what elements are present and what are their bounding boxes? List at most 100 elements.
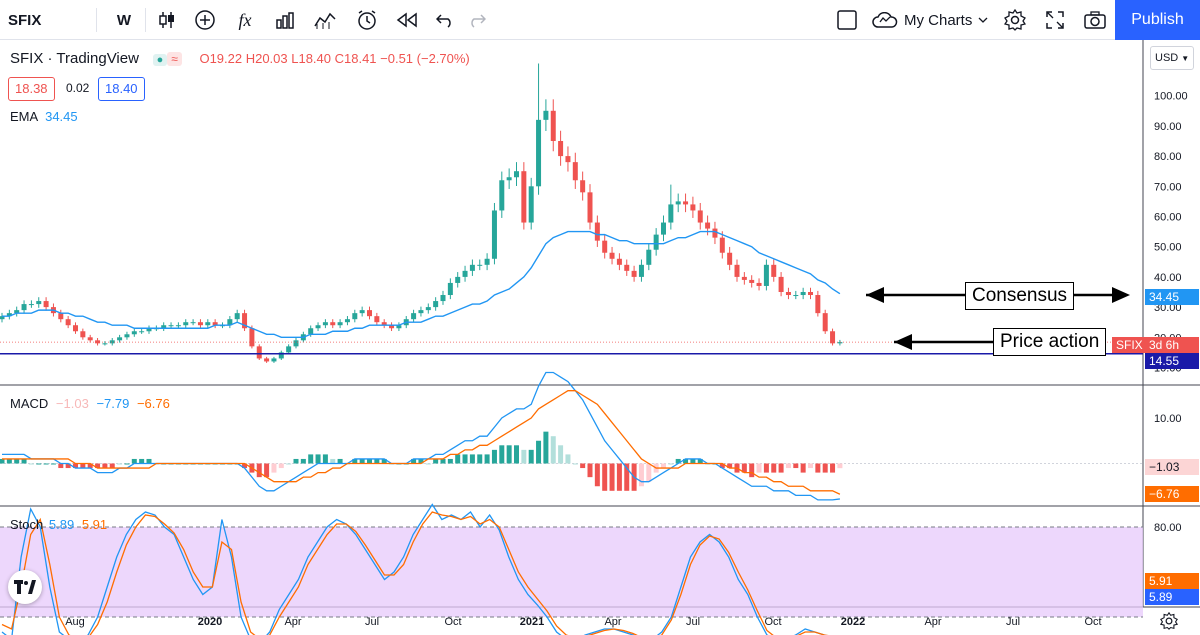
- macd-histogram-bar: [462, 454, 468, 464]
- candle-body: [0, 316, 5, 320]
- candle-body: [124, 334, 130, 338]
- publish-button[interactable]: Publish: [1115, 0, 1200, 40]
- candle-body: [785, 292, 791, 296]
- price-action-label: Price action: [993, 328, 1107, 356]
- my-charts-button[interactable]: My Charts: [872, 0, 997, 40]
- legend-stoch: Stoch 5.89 5.91: [10, 517, 107, 532]
- candle-body: [197, 322, 203, 326]
- candle-body: [109, 340, 115, 344]
- candle-body: [374, 316, 380, 323]
- price-tick-label: 30.00: [1154, 302, 1182, 314]
- candle-body: [249, 328, 255, 347]
- stoch-label: Stoch: [10, 517, 44, 532]
- time-tick-label: Oct: [444, 616, 461, 628]
- macd-histogram-bar: [425, 463, 431, 465]
- price-tick-label: 40.00: [1154, 272, 1182, 284]
- macd-histogram-bar: [139, 458, 145, 464]
- macd-histogram-bar: [499, 445, 505, 464]
- macd-histogram-bar: [785, 463, 791, 469]
- ask-price-box[interactable]: 18.40: [98, 77, 145, 101]
- chevron-down-icon: ▼: [1181, 54, 1190, 63]
- macd-line-value: −7.79: [96, 396, 130, 411]
- candles-icon[interactable]: [150, 0, 184, 40]
- candle-body: [14, 310, 20, 314]
- macd-histogram-bar: [506, 445, 512, 464]
- candle-body: [175, 325, 181, 327]
- my-charts-label: My Charts: [904, 11, 973, 29]
- stoch-tick-label: 80.00: [1154, 522, 1182, 534]
- undo-icon[interactable]: [430, 0, 460, 40]
- candle-body: [646, 249, 652, 265]
- candle-body: [28, 304, 34, 306]
- macd-histogram-bar: [727, 463, 733, 469]
- layout-square-icon[interactable]: [830, 0, 864, 40]
- market-status-icon[interactable]: ●: [152, 54, 168, 66]
- bar-chart-icon[interactable]: [268, 0, 302, 40]
- add-indicator-icon[interactable]: [188, 0, 222, 40]
- macd-histogram-bar: [763, 463, 769, 473]
- macd-histogram-bar: [580, 463, 586, 469]
- currency-label: USD: [1155, 52, 1179, 64]
- candle-body: [506, 177, 512, 181]
- alert-clock-icon[interactable]: [350, 0, 384, 40]
- settings-gear-icon[interactable]: [998, 0, 1032, 40]
- time-tick-label: 2022: [841, 616, 865, 628]
- macd-histogram-bar: [771, 463, 777, 473]
- candle-body: [837, 342, 843, 344]
- macd-histogram-bar: [514, 445, 519, 464]
- symbol-search-button[interactable]: SFIX: [8, 11, 42, 29]
- stoch-d-tag: 5.91: [1145, 573, 1199, 589]
- candle-body: [771, 264, 777, 277]
- macd-histogram-bar: [73, 463, 78, 469]
- candle-body: [521, 171, 527, 223]
- bid-price-box[interactable]: 18.38: [8, 77, 55, 101]
- macd-histogram-bar: [124, 463, 130, 465]
- candle-body: [653, 234, 659, 250]
- candle-body: [205, 322, 211, 326]
- candle-body: [550, 110, 556, 141]
- tradingview-logo[interactable]: [8, 570, 42, 604]
- price-tick-label: 70.00: [1154, 181, 1182, 193]
- compare-icon[interactable]: [308, 0, 342, 40]
- scale-settings-gear-icon[interactable]: [1159, 611, 1180, 632]
- fullscreen-icon[interactable]: [1038, 0, 1072, 40]
- macd-histogram-bar: [21, 458, 27, 464]
- candle-body: [80, 331, 86, 338]
- macd-histogram-bar: [594, 463, 600, 487]
- candle-body: [131, 331, 137, 335]
- macd-histogram-bar: [330, 458, 336, 464]
- candle-body: [73, 325, 78, 332]
- currency-selector[interactable]: USD ▼: [1150, 46, 1195, 70]
- redo-icon[interactable]: [462, 0, 492, 40]
- macd-histogram-bar: [491, 449, 497, 464]
- time-tick-label: Apr: [604, 616, 621, 628]
- macd-histogram-bar: [359, 458, 365, 464]
- replay-icon[interactable]: [390, 0, 424, 40]
- candle-body: [95, 340, 101, 344]
- candle-body: [389, 325, 395, 329]
- toolbar-divider: [96, 8, 97, 32]
- macd-histogram-bar: [646, 463, 652, 482]
- stoch-k-line: [1, 503, 827, 635]
- indicators-fx-button[interactable]: fx: [238, 9, 252, 30]
- camera-icon[interactable]: [1078, 0, 1112, 40]
- candle-body: [190, 322, 196, 324]
- candle-body: [212, 322, 218, 326]
- candle-body: [741, 276, 747, 280]
- macd-histogram-bar: [469, 454, 475, 464]
- interval-button[interactable]: W: [116, 11, 132, 29]
- candle-body: [514, 171, 519, 178]
- candle-body: [756, 282, 762, 286]
- candle-body: [418, 310, 424, 314]
- delay-icon[interactable]: ≈: [167, 52, 182, 66]
- macd-histogram-bar: [308, 454, 314, 464]
- candle-body: [87, 337, 93, 341]
- macd-histogram-bar: [543, 431, 549, 464]
- candle-body: [43, 301, 49, 308]
- macd-histogram-bar: [550, 436, 556, 464]
- macd-histogram-bar: [447, 458, 453, 464]
- legend-title: SFIX · TradingView: [10, 50, 139, 67]
- candle-body: [631, 270, 637, 277]
- symbol-tag: SFIX: [1112, 337, 1147, 353]
